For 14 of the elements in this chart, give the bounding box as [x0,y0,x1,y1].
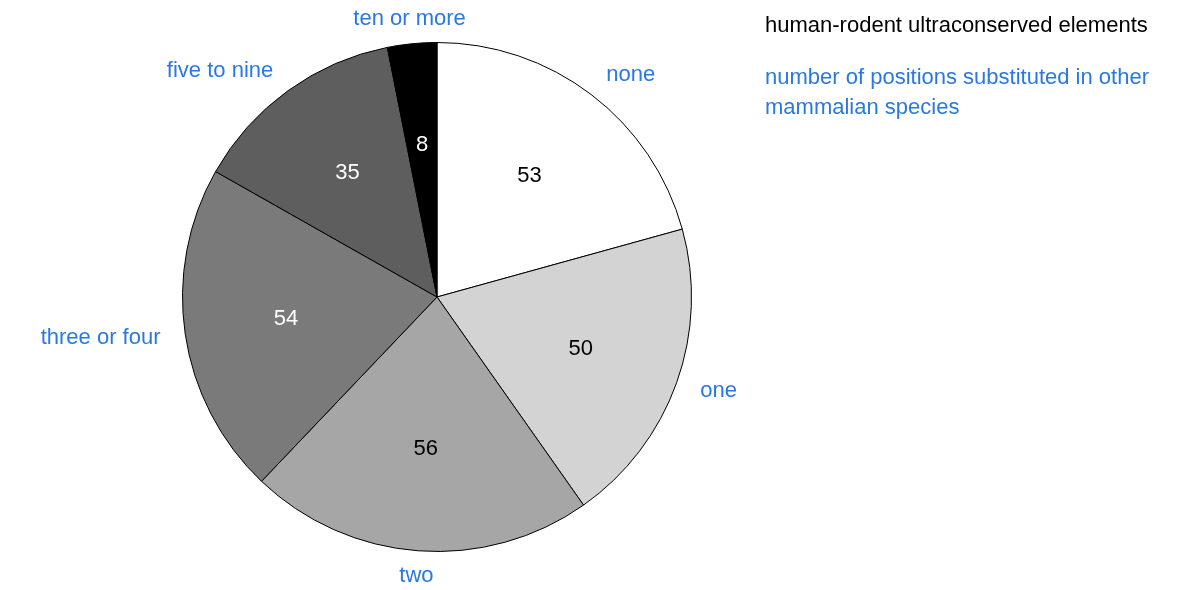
slice-label: one [700,377,737,403]
data-label: 54 [273,305,299,331]
slice-label: none [606,60,656,86]
data-label: 8 [415,131,429,157]
slice-label: three or four [40,324,161,350]
text: human-rodent ultraconserved elements [765,11,1149,39]
data-label: 56 [413,435,439,461]
slice-label: five to nine [166,56,274,82]
text: number of positions substituted in other mammalian species [765,63,1150,121]
data-label: 35 [335,159,360,185]
data-label: 53 [517,161,542,187]
data-label: 50 [568,334,594,360]
slice-label: ten or more [353,4,466,30]
slice-label: two [399,561,434,587]
